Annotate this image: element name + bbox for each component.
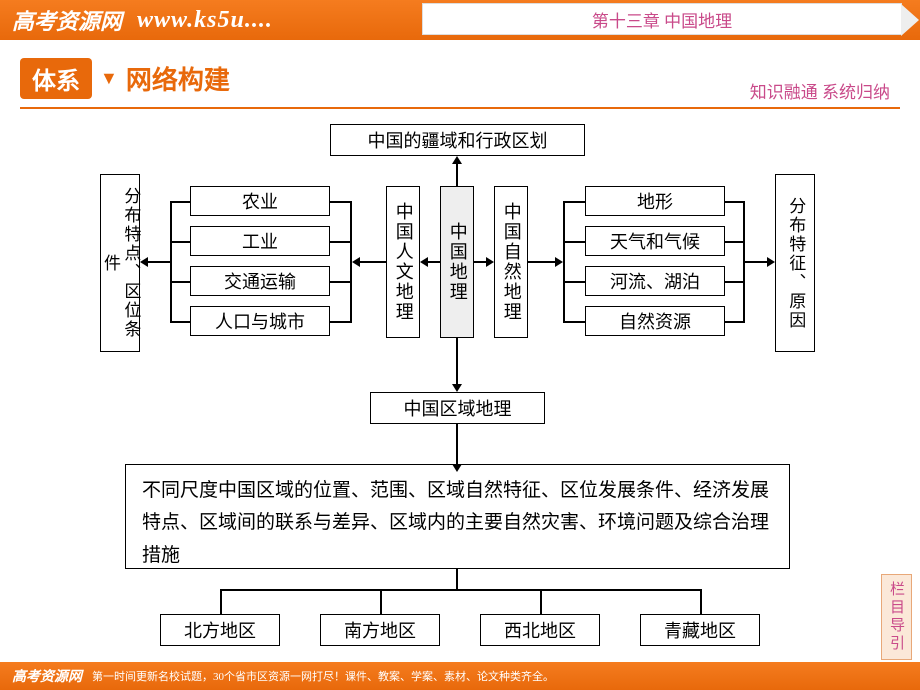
node-region-3: 青藏地区	[640, 614, 760, 646]
node-mid-bottom: 中国区域地理	[370, 392, 545, 424]
footer-bar: 高考资源网 第一时间更新名校试题，30个省市区资源一网打尽！课件、教案、学案、素…	[0, 662, 920, 690]
node-region-1: 南方地区	[320, 614, 440, 646]
node-right-3: 自然资源	[585, 306, 725, 336]
footer-text: 第一时间更新名校试题，30个省市区资源一网打尽！课件、教案、学案、素材、论文种类…	[92, 668, 554, 684]
node-left-pillar: 中国人文地理	[386, 186, 420, 338]
node-left-3: 人口与城市	[190, 306, 330, 336]
title-underline	[20, 107, 900, 109]
node-far-right: 分布特征、原因	[775, 174, 815, 352]
conn	[380, 589, 382, 614]
node-left-0: 农业	[190, 186, 330, 216]
chapter-tab: 第十三章 中国地理	[422, 3, 902, 35]
node-right-1: 天气和气候	[585, 226, 725, 256]
paragraph-text: 不同尺度中国区域的位置、范围、区域自然特征、区位发展条件、经济发展特点、区域间的…	[142, 475, 773, 572]
node-region-2: 西北地区	[480, 614, 600, 646]
conn	[725, 281, 745, 283]
conn	[330, 241, 352, 243]
conn	[540, 589, 542, 614]
node-paragraph: 不同尺度中国区域的位置、范围、区域自然特征、区位发展条件、经济发展特点、区域间的…	[125, 464, 790, 569]
concept-diagram: 中国的疆域和行政区划 中国地理 中国人文地理 中国自然地理 分布特点、区位条件 …	[45, 124, 875, 654]
node-right-2: 河流、湖泊	[585, 266, 725, 296]
conn	[330, 281, 352, 283]
conn	[563, 201, 565, 321]
title-text: 网络构建	[126, 60, 230, 97]
node-top: 中国的疆域和行政区划	[330, 124, 585, 156]
conn	[700, 589, 702, 614]
chapter-label: 第十三章 中国地理	[592, 7, 732, 32]
conn	[220, 589, 700, 591]
conn	[148, 261, 170, 263]
conn	[456, 569, 458, 589]
triangle-icon: ▼	[100, 68, 118, 89]
node-right-pillar: 中国自然地理	[494, 186, 528, 338]
conn	[456, 338, 458, 384]
subtitle: 知识融通 系统归纳	[750, 78, 890, 103]
conn	[474, 261, 486, 263]
conn	[170, 201, 172, 321]
conn	[170, 201, 190, 203]
conn	[170, 321, 190, 323]
conn	[330, 201, 352, 203]
side-nav-button[interactable]: 栏目导引	[881, 574, 912, 660]
title-row: 体系 ▼ 网络构建 知识融通 系统归纳	[0, 40, 920, 107]
conn	[563, 321, 585, 323]
conn	[170, 281, 190, 283]
header-bar: 高考资源网 www.ks5u.... 第十三章 中国地理	[0, 0, 920, 40]
site-logo: 高考资源网	[0, 4, 122, 36]
conn	[563, 241, 585, 243]
conn	[456, 424, 458, 464]
conn	[745, 261, 767, 263]
conn	[330, 321, 352, 323]
conn	[725, 201, 745, 203]
footer-logo: 高考资源网	[12, 666, 82, 686]
node-left-1: 工业	[190, 226, 330, 256]
site-url: www.ks5u....	[137, 7, 273, 34]
conn	[725, 241, 745, 243]
conn	[725, 321, 745, 323]
conn	[563, 281, 585, 283]
conn	[528, 261, 555, 263]
title-badge: 体系	[20, 58, 92, 99]
conn	[563, 201, 585, 203]
node-left-2: 交通运输	[190, 266, 330, 296]
conn	[456, 164, 458, 186]
node-center: 中国地理	[440, 186, 474, 338]
conn	[220, 589, 222, 614]
node-region-0: 北方地区	[160, 614, 280, 646]
conn	[360, 261, 386, 263]
conn	[428, 261, 440, 263]
node-far-left: 分布特点、区位条件	[100, 174, 140, 352]
node-right-0: 地形	[585, 186, 725, 216]
conn	[170, 241, 190, 243]
